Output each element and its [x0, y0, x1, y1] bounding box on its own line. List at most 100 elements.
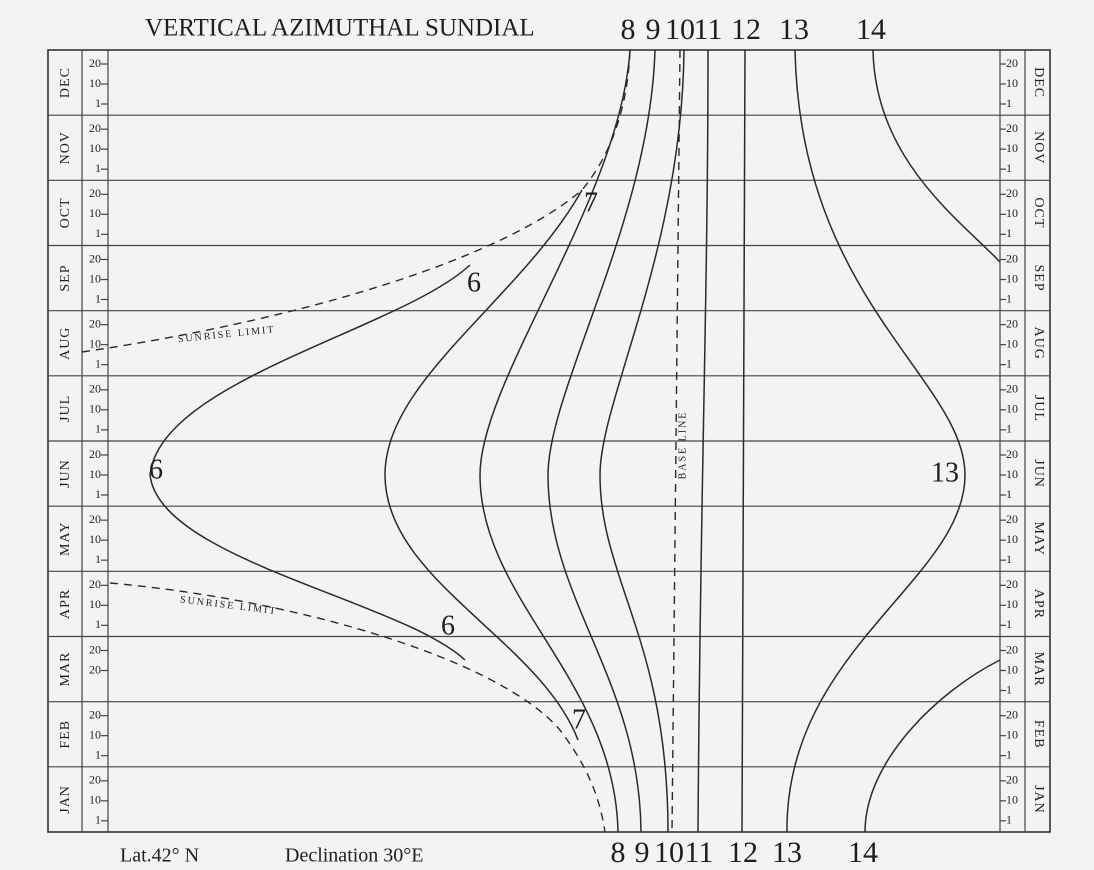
month-label: MAY [1031, 522, 1046, 556]
day-label: 20 [89, 642, 101, 656]
hour-curve [599, 49, 685, 833]
day-label: 20 [89, 316, 101, 330]
day-label: 20 [89, 56, 101, 70]
day-label: 10 [1006, 467, 1018, 481]
month-label: NOV [58, 131, 73, 164]
month-label: AUG [58, 327, 73, 360]
day-label: 1 [1006, 96, 1012, 110]
curve-label: 6 [149, 454, 163, 485]
day-label: 20 [89, 662, 101, 676]
month-label: OCT [1031, 197, 1046, 228]
month-label: APR [58, 589, 73, 619]
day-label: 20 [1006, 512, 1018, 526]
day-label: 1 [1006, 487, 1012, 501]
day-label: 20 [89, 382, 101, 396]
month-label: FEB [58, 720, 73, 749]
month-label: SEP [58, 265, 73, 292]
day-label: 1 [1006, 617, 1012, 631]
day-label: 1 [95, 422, 101, 436]
hour-curve [384, 189, 583, 741]
hour-label: 11 [694, 13, 723, 46]
day-label: 1 [1006, 813, 1012, 827]
day-label: 20 [1006, 382, 1018, 396]
day-label: 10 [89, 467, 101, 481]
base-line [671, 49, 681, 833]
month-label: MAR [58, 652, 73, 687]
month-label: FEB [1031, 720, 1046, 749]
day-label: 10 [89, 206, 101, 220]
day-label: 10 [1006, 727, 1018, 741]
hour-label: 13 [772, 836, 802, 869]
hour-label: 9 [646, 13, 661, 46]
day-label: 1 [95, 96, 101, 110]
day-label: 1 [1006, 682, 1012, 696]
day-label: 10 [89, 793, 101, 807]
day-label: 20 [1006, 577, 1018, 591]
hour-label: 14 [848, 836, 878, 869]
day-label: 1 [95, 226, 101, 240]
day-label: 1 [95, 487, 101, 501]
day-label: 20 [1006, 773, 1018, 787]
day-label: 1 [1006, 356, 1012, 370]
day-label: 1 [95, 747, 101, 761]
day-label: 1 [95, 356, 101, 370]
month-label: JAN [58, 785, 73, 814]
hour-curve [786, 49, 966, 833]
day-label: 1 [1006, 161, 1012, 175]
month-label: JUL [58, 395, 73, 422]
hour-label: 14 [856, 13, 886, 46]
sunrise-limit [109, 582, 606, 833]
hour-label: 13 [779, 13, 809, 46]
day-label: 20 [89, 447, 101, 461]
month-label: OCT [58, 197, 73, 228]
day-label: 10 [1006, 662, 1018, 676]
day-label: 10 [1006, 76, 1018, 90]
day-label: 10 [1006, 532, 1018, 546]
day-label: 10 [89, 271, 101, 285]
month-label: JUN [1031, 459, 1046, 488]
curve-label: 6 [441, 610, 455, 641]
day-label: 20 [1006, 316, 1018, 330]
day-label: 10 [1006, 206, 1018, 220]
hour-label: 11 [685, 836, 714, 869]
day-label: 10 [89, 336, 101, 350]
curve-label: 6 [467, 267, 481, 298]
sunrise-limit [81, 49, 631, 353]
hour-curve [149, 264, 471, 661]
hour-curve [864, 659, 1001, 833]
latitude: Lat.42° N [120, 845, 199, 867]
day-label: 20 [1006, 707, 1018, 721]
month-label: MAR [1031, 652, 1046, 687]
day-label: 20 [1006, 56, 1018, 70]
day-label: 10 [1006, 402, 1018, 416]
day-label: 10 [89, 402, 101, 416]
day-label: 20 [89, 707, 101, 721]
day-label: 1 [95, 552, 101, 566]
day-label: 20 [89, 512, 101, 526]
month-label: APR [1031, 589, 1046, 619]
hour-label: 12 [728, 836, 758, 869]
day-label: 10 [1006, 141, 1018, 155]
month-label: AUG [1031, 327, 1046, 360]
hour-curve [741, 49, 746, 833]
month-label: DEC [1031, 67, 1046, 98]
day-label: 1 [1006, 291, 1012, 305]
month-label: DEC [58, 67, 73, 98]
hour-label: 12 [731, 13, 761, 46]
hour-label: 10 [665, 13, 695, 46]
day-label: 20 [89, 251, 101, 265]
month-label: JUN [58, 459, 73, 488]
day-label: 20 [89, 186, 101, 200]
day-label: 1 [95, 291, 101, 305]
hour-curve [697, 49, 709, 833]
day-label: 10 [1006, 271, 1018, 285]
hour-curve [547, 49, 656, 833]
base-line-label: BASE LINE [677, 411, 688, 480]
month-label: NOV [1031, 131, 1046, 164]
day-label: 20 [89, 773, 101, 787]
day-label: 1 [1006, 226, 1012, 240]
hour-label: 9 [635, 836, 650, 869]
day-label: 10 [1006, 336, 1018, 350]
day-label: 10 [89, 141, 101, 155]
